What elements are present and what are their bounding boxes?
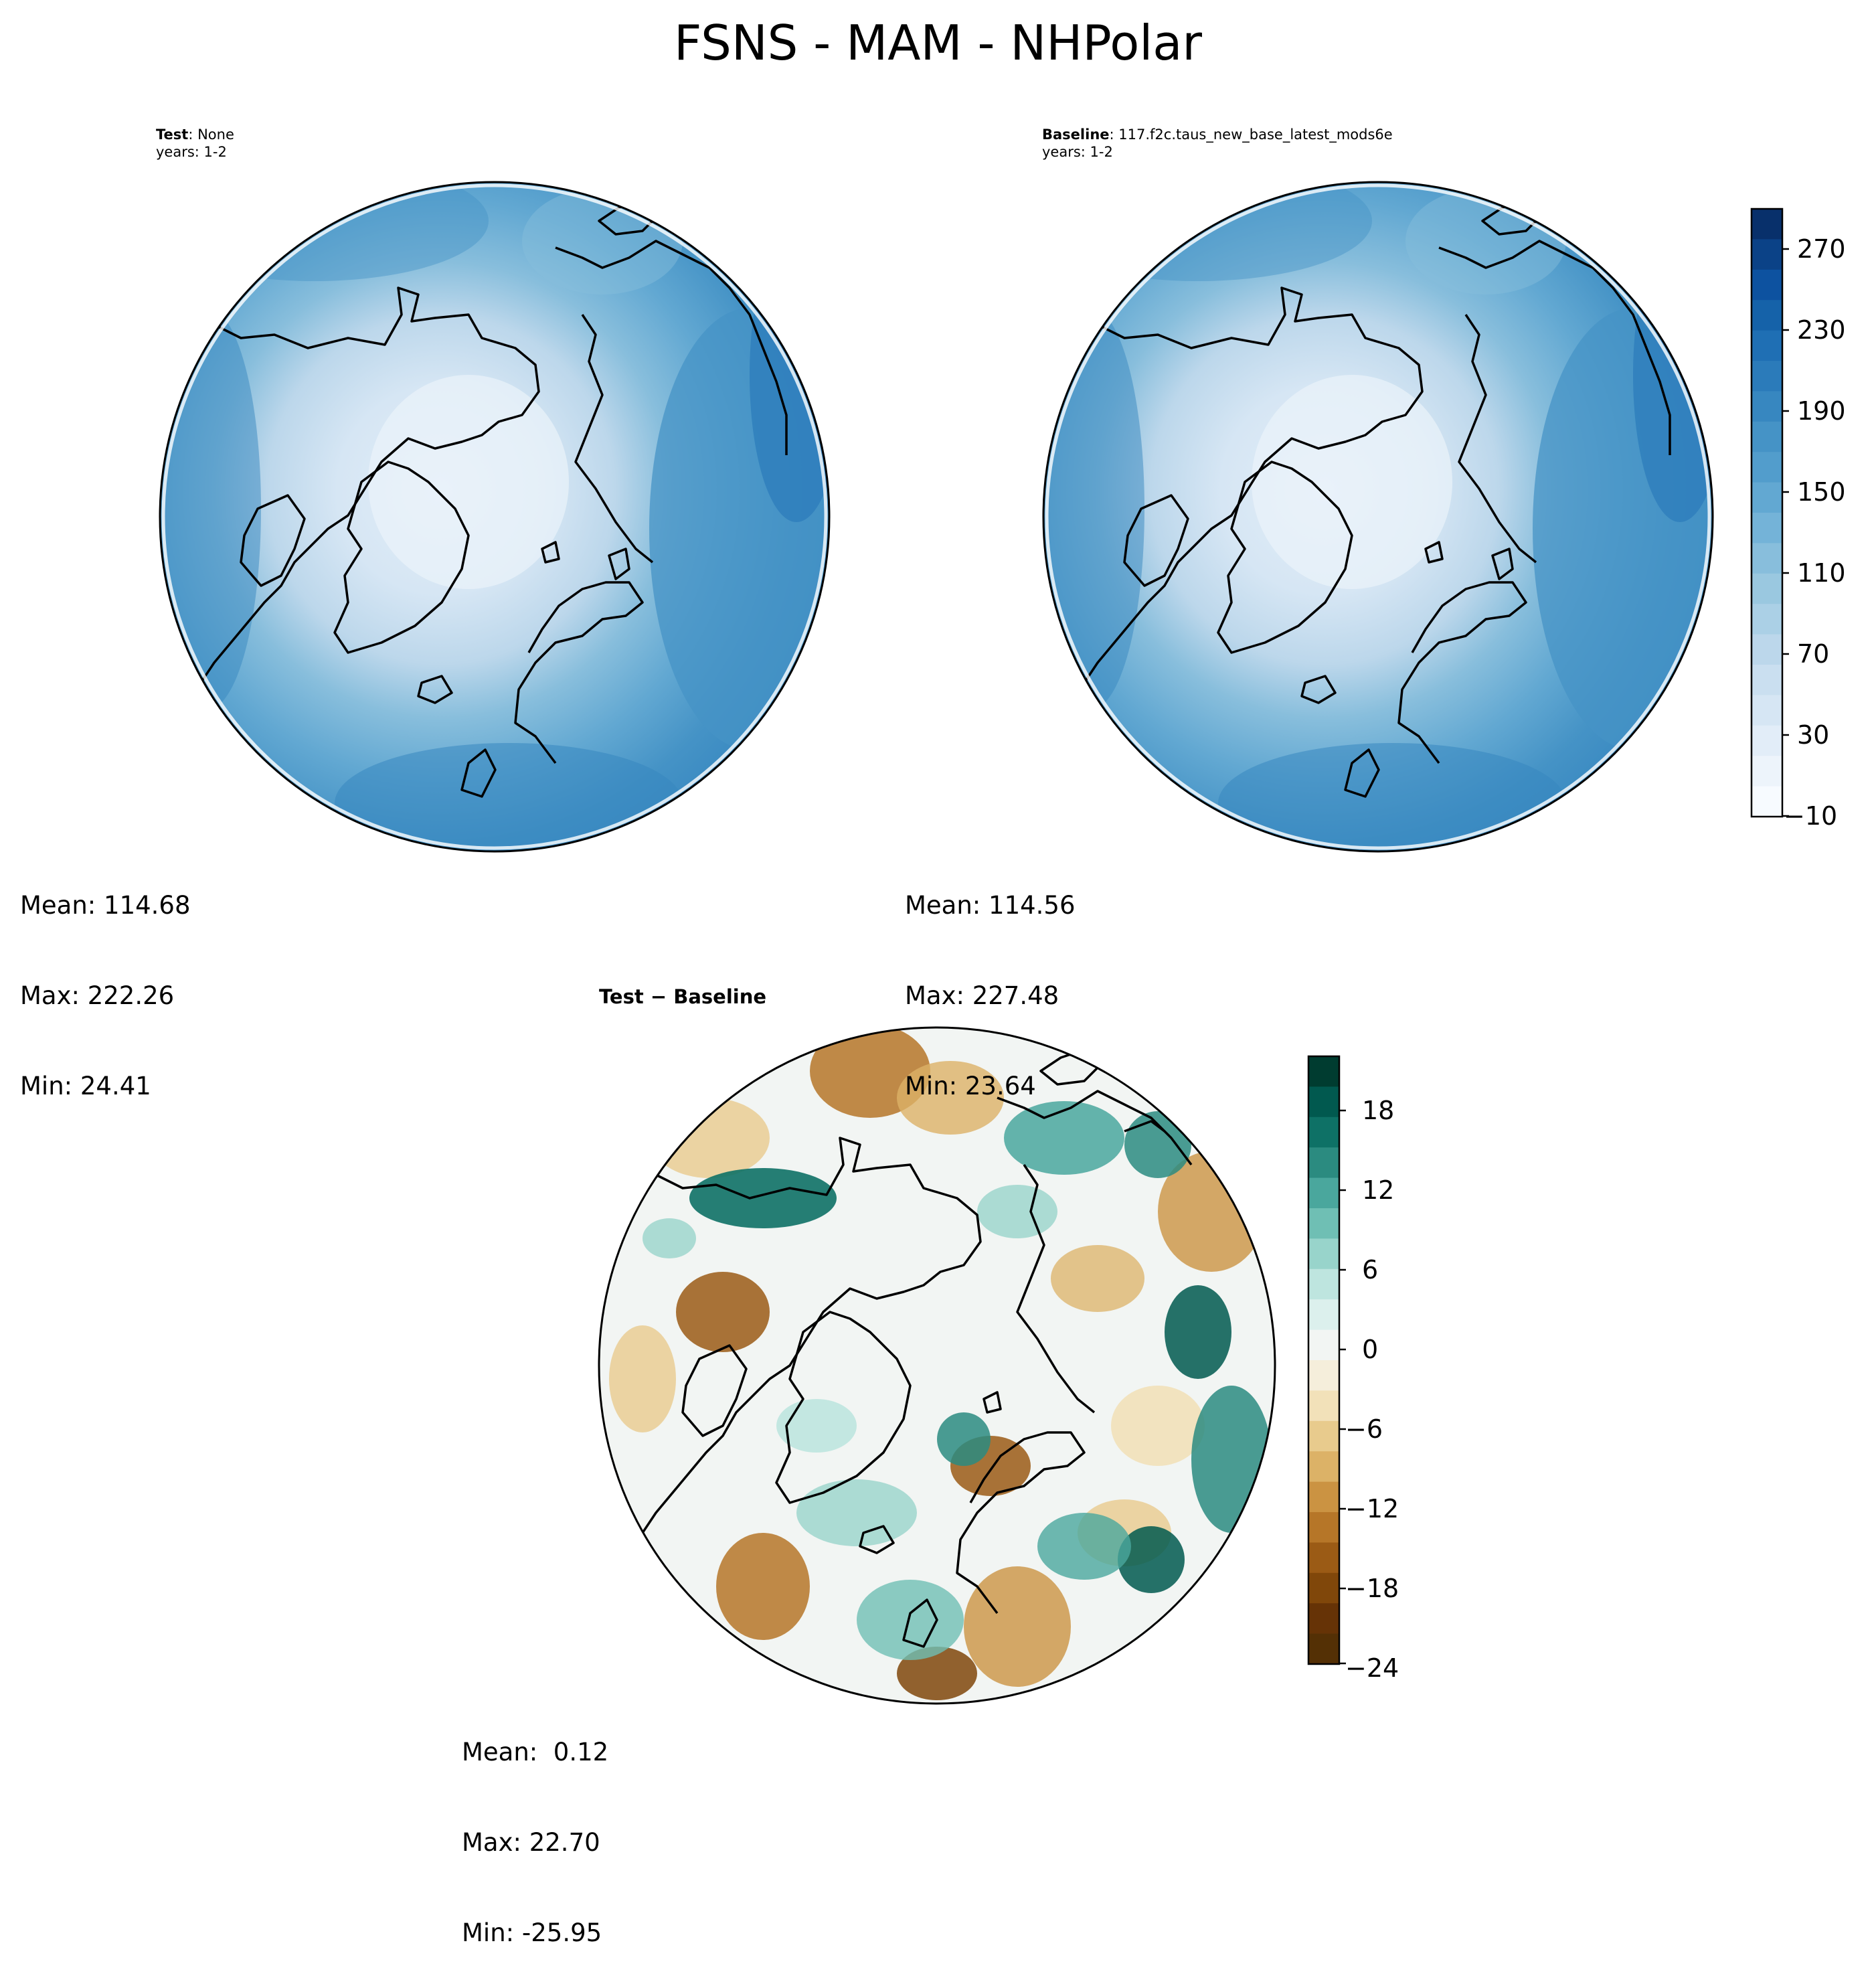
colorbar-diff-tick: 0	[1362, 1335, 1379, 1364]
colorbar-main-border	[1750, 208, 1784, 818]
diff-panel-title: Test − Baseline	[599, 985, 767, 1008]
colorbar-main-tick: 270	[1797, 234, 1846, 264]
baseline-case-name: : 117.f2c.taus_new_base_latest_mods6e	[1109, 127, 1393, 143]
colorbar-diff-swatch	[1308, 1329, 1339, 1361]
test-mean: Mean: 114.68	[20, 891, 191, 920]
colorbar-diff-swatch	[1308, 1451, 1339, 1483]
colorbar-main-swatch	[1752, 239, 1782, 270]
baseline-years: years: 1-2	[1042, 144, 1113, 160]
colorbar-main-swatch	[1752, 513, 1782, 544]
diff-mean: Mean: 0.12	[462, 1738, 609, 1766]
baseline-min: Min: 23.64	[905, 1072, 1036, 1100]
colorbar-diff-tick: −12	[1345, 1494, 1399, 1523]
colorbar-diff-swatch	[1308, 1603, 1339, 1635]
colorbar-main	[1750, 208, 1789, 818]
colorbar-diff-swatch	[1308, 1208, 1339, 1239]
colorbar-diff-swatch	[1308, 1056, 1339, 1087]
colorbar-main-swatch	[1752, 543, 1782, 574]
colorbar-diff-border	[1307, 1055, 1341, 1665]
colorbar-main-swatch	[1752, 421, 1782, 452]
colorbar-main-swatch	[1752, 725, 1782, 756]
colorbar-main-tick: 150	[1797, 477, 1846, 507]
diff-stats: Mean: 0.12 Max: 22.70 Min: -25.95	[462, 1677, 608, 1978]
colorbar-diff-swatch	[1308, 1420, 1339, 1452]
colorbar-main-swatch	[1752, 391, 1782, 422]
diff-map	[598, 1026, 1276, 1705]
colorbar-main-swatch	[1752, 756, 1782, 787]
diff-max: Max: 22.70	[462, 1828, 600, 1857]
baseline-map	[1042, 181, 1714, 853]
colorbar-main-swatch	[1752, 573, 1782, 604]
colorbar-main-swatch	[1752, 695, 1782, 726]
test-years: years: 1-2	[156, 144, 227, 160]
colorbar-diff-swatch	[1308, 1268, 1339, 1300]
colorbar-main-swatch	[1752, 665, 1782, 695]
test-label: Test	[156, 127, 189, 143]
colorbar-diff-swatch	[1308, 1299, 1339, 1331]
colorbar-diff-swatch	[1308, 1481, 1339, 1513]
colorbar-main-tick: 230	[1797, 315, 1846, 345]
colorbar-diff-swatch	[1308, 1086, 1339, 1118]
colorbar-diff	[1307, 1055, 1346, 1665]
colorbar-main-tick: 30	[1797, 720, 1830, 750]
colorbar-diff-swatch	[1308, 1633, 1339, 1665]
test-map	[159, 181, 831, 853]
colorbar-main-swatch	[1752, 786, 1782, 817]
test-max: Max: 222.26	[20, 981, 175, 1010]
colorbar-main-swatch	[1752, 330, 1782, 361]
colorbar-diff-tick: −18	[1345, 1574, 1399, 1603]
colorbar-diff-swatch	[1308, 1177, 1339, 1209]
colorbar-diff-tick: −24	[1345, 1653, 1399, 1683]
test-panel-caption: Test: None years: 1-2	[156, 126, 234, 161]
colorbar-main-tick: −10	[1784, 801, 1838, 831]
colorbar-diff-swatch	[1308, 1572, 1339, 1604]
figure-canvas	[159, 181, 1789, 1705]
colorbar-main-swatch	[1752, 482, 1782, 513]
colorbar-main-swatch	[1752, 300, 1782, 331]
colorbar-main-tick: 70	[1797, 639, 1830, 669]
baseline-mean: Mean: 114.56	[905, 891, 1076, 920]
colorbar-main-swatch	[1752, 604, 1782, 635]
diff-min: Min: -25.95	[462, 1918, 602, 1947]
colorbar-main-swatch	[1752, 209, 1782, 240]
figure-title: FSNS - MAM - NHPolar	[673, 15, 1203, 71]
colorbar-main-tick: 110	[1797, 558, 1846, 588]
colorbar-diff-tick: 6	[1362, 1255, 1379, 1285]
colorbar-diff-swatch	[1308, 1117, 1339, 1148]
baseline-label: Baseline	[1042, 127, 1110, 143]
baseline-max: Max: 227.48	[905, 981, 1059, 1010]
colorbar-main-swatch	[1752, 361, 1782, 392]
test-stats: Mean: 114.68 Max: 222.26 Min: 24.41	[20, 830, 191, 1131]
colorbar-main-swatch	[1752, 269, 1782, 301]
colorbar-diff-swatch	[1308, 1512, 1339, 1543]
colorbar-diff-swatch	[1308, 1238, 1339, 1270]
colorbar-main-swatch	[1752, 634, 1782, 665]
baseline-stats: Mean: 114.56 Max: 227.48 Min: 23.64	[905, 830, 1076, 1131]
colorbar-main-swatch	[1752, 452, 1782, 483]
test-case-name: : None	[188, 127, 234, 143]
baseline-panel-caption: Baseline: 117.f2c.taus_new_base_latest_m…	[1042, 126, 1393, 161]
test-min: Min: 24.41	[20, 1072, 151, 1100]
colorbar-diff-tick: 18	[1362, 1096, 1395, 1125]
colorbar-main-tick: 190	[1797, 396, 1846, 426]
colorbar-diff-swatch	[1308, 1360, 1339, 1391]
colorbar-diff-swatch	[1308, 1147, 1339, 1179]
colorbar-diff-swatch	[1308, 1542, 1339, 1574]
colorbar-diff-tick: −6	[1345, 1414, 1383, 1444]
colorbar-diff-swatch	[1308, 1390, 1339, 1422]
colorbar-diff-tick: 12	[1362, 1175, 1395, 1205]
